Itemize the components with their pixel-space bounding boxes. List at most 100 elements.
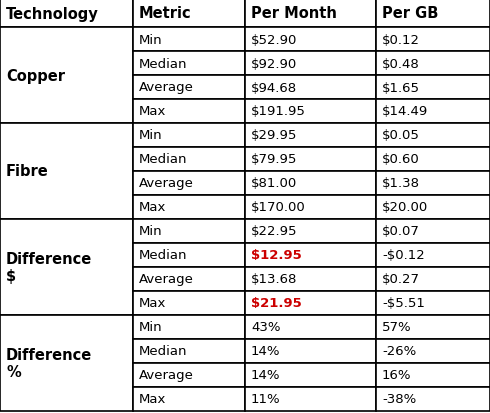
Bar — [376, 0, 490, 28]
Bar — [245, 100, 376, 124]
Text: -$0.12: -$0.12 — [382, 249, 425, 262]
Text: Max: Max — [139, 201, 167, 214]
Bar — [133, 76, 245, 100]
Text: 16%: 16% — [382, 369, 412, 382]
Text: $81.00: $81.00 — [251, 177, 297, 190]
Bar — [245, 291, 376, 315]
Text: $21.95: $21.95 — [251, 297, 302, 310]
Text: $1.65: $1.65 — [382, 81, 420, 94]
Bar — [376, 147, 490, 171]
Bar — [133, 387, 245, 411]
Bar — [133, 363, 245, 387]
Bar — [245, 147, 376, 171]
Bar — [133, 219, 245, 243]
Bar — [376, 100, 490, 124]
Text: Difference
$: Difference $ — [6, 251, 92, 283]
Bar — [376, 76, 490, 100]
Text: 11%: 11% — [251, 392, 281, 406]
Text: Technology: Technology — [6, 7, 99, 21]
Bar — [133, 315, 245, 339]
Bar — [376, 243, 490, 267]
Text: $20.00: $20.00 — [382, 201, 428, 214]
Bar — [245, 315, 376, 339]
Bar — [133, 124, 245, 147]
Bar — [245, 339, 376, 363]
Text: $191.95: $191.95 — [251, 105, 306, 118]
Text: Min: Min — [139, 129, 163, 142]
Text: Per GB: Per GB — [382, 7, 439, 21]
Bar — [133, 28, 245, 52]
Text: $14.49: $14.49 — [382, 105, 428, 118]
Bar — [245, 243, 376, 267]
Bar — [376, 219, 490, 243]
Text: Fibre: Fibre — [6, 164, 49, 179]
Text: $94.68: $94.68 — [251, 81, 297, 94]
Bar — [245, 363, 376, 387]
Text: $92.90: $92.90 — [251, 57, 297, 70]
Bar — [133, 147, 245, 171]
Text: Median: Median — [139, 153, 188, 166]
Text: $29.95: $29.95 — [251, 129, 297, 142]
Text: Median: Median — [139, 345, 188, 358]
Text: $13.68: $13.68 — [251, 273, 297, 286]
Bar — [133, 100, 245, 124]
Bar — [245, 0, 376, 28]
Text: Min: Min — [139, 225, 163, 238]
Text: $52.90: $52.90 — [251, 33, 297, 46]
Text: Median: Median — [139, 57, 188, 70]
Bar — [0, 315, 133, 411]
Bar — [376, 171, 490, 195]
Text: Copper: Copper — [6, 68, 65, 83]
Bar — [245, 124, 376, 147]
Bar — [245, 195, 376, 219]
Text: 14%: 14% — [251, 369, 280, 382]
Text: 43%: 43% — [251, 321, 280, 334]
Text: $79.95: $79.95 — [251, 153, 297, 166]
Bar — [245, 171, 376, 195]
Text: 14%: 14% — [251, 345, 280, 358]
Bar — [133, 195, 245, 219]
Bar — [0, 28, 133, 124]
Bar — [376, 339, 490, 363]
Text: Per Month: Per Month — [251, 7, 337, 21]
Bar — [376, 363, 490, 387]
Text: $0.48: $0.48 — [382, 57, 420, 70]
Text: $0.07: $0.07 — [382, 225, 420, 238]
Text: Average: Average — [139, 81, 194, 94]
Bar — [376, 28, 490, 52]
Text: Min: Min — [139, 321, 163, 334]
Bar — [245, 219, 376, 243]
Text: Max: Max — [139, 392, 167, 406]
Bar — [133, 243, 245, 267]
Bar — [245, 76, 376, 100]
Bar — [133, 52, 245, 76]
Text: Difference
%: Difference % — [6, 347, 92, 379]
Bar — [133, 267, 245, 291]
Text: $22.95: $22.95 — [251, 225, 297, 238]
Text: $0.05: $0.05 — [382, 129, 420, 142]
Bar — [376, 52, 490, 76]
Bar — [376, 195, 490, 219]
Text: Average: Average — [139, 273, 194, 286]
Bar — [133, 0, 245, 28]
Bar — [0, 219, 133, 315]
Bar — [133, 339, 245, 363]
Bar — [376, 124, 490, 147]
Text: $0.60: $0.60 — [382, 153, 420, 166]
Text: $0.27: $0.27 — [382, 273, 420, 286]
Text: Average: Average — [139, 177, 194, 190]
Text: -38%: -38% — [382, 392, 416, 406]
Text: -$5.51: -$5.51 — [382, 297, 425, 310]
Bar — [133, 171, 245, 195]
Text: Average: Average — [139, 369, 194, 382]
Text: Min: Min — [139, 33, 163, 46]
Bar — [245, 267, 376, 291]
Text: Max: Max — [139, 105, 167, 118]
Bar — [133, 291, 245, 315]
Text: $0.12: $0.12 — [382, 33, 420, 46]
Bar — [245, 28, 376, 52]
Bar — [0, 0, 133, 28]
Text: $170.00: $170.00 — [251, 201, 306, 214]
Text: 57%: 57% — [382, 321, 412, 334]
Text: -26%: -26% — [382, 345, 416, 358]
